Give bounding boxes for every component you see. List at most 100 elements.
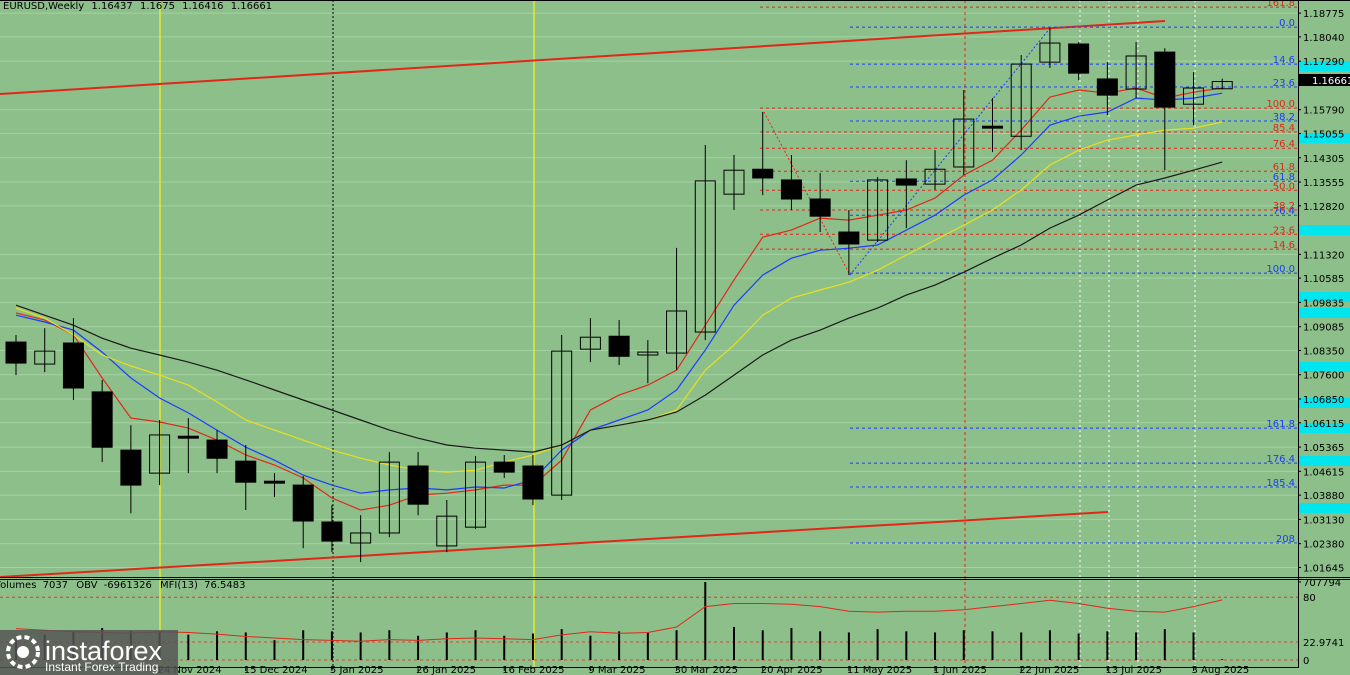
- y-tick-label: 1.17290: [1303, 57, 1344, 68]
- price-box: [1298, 74, 1350, 86]
- y-tick-label: 1.07600: [1303, 371, 1344, 382]
- y-tick-label: 1.09835: [1303, 298, 1344, 309]
- y-tick-label: 1.09085: [1303, 323, 1344, 334]
- indicator-panel: 707794 80 22.9741 0: [0, 578, 1344, 667]
- obv-label: OBV: [76, 580, 97, 591]
- candle-body: [493, 461, 515, 473]
- fib-label: 161.8: [1266, 419, 1295, 430]
- candle-body: [263, 480, 285, 484]
- y-tick-label: 1.13555: [1303, 178, 1344, 189]
- y-tick-label: 1.06850: [1303, 395, 1344, 406]
- candle-body: [694, 180, 716, 333]
- volume-bar: [704, 582, 707, 660]
- volume-bar: [1020, 632, 1023, 660]
- volume-bar: [675, 630, 678, 660]
- candle-body: [723, 169, 745, 195]
- candle-body: [666, 310, 688, 354]
- volume-tick-label: 707794: [1303, 578, 1341, 589]
- fibonacci: 161.8100.085.476.461.850.038.223.614.60.…: [760, 0, 1298, 545]
- chart-title: EURUSD,Weekly: [3, 1, 84, 12]
- candle-body: [378, 461, 400, 534]
- candle-body: [407, 465, 429, 505]
- fib-label: 38.2: [1273, 201, 1295, 212]
- candle-body: [1096, 78, 1118, 96]
- y-tick-label: 1.14305: [1303, 154, 1344, 165]
- candle-body: [1068, 43, 1090, 74]
- x-tick-label: 13 Jul 2025: [1105, 665, 1162, 675]
- fib-label: 185.4: [1266, 478, 1295, 489]
- fib-label: 176.4: [1266, 454, 1295, 465]
- fib-label: 208: [1276, 534, 1295, 545]
- volume-bar: [790, 628, 793, 660]
- candle-body: [321, 521, 343, 542]
- fib-label: 161.8: [1266, 0, 1295, 9]
- fib-label: 100.0: [1266, 264, 1295, 275]
- candle-body: [752, 168, 774, 179]
- candle-body: [62, 342, 84, 389]
- fib-label: 23.6: [1273, 225, 1295, 236]
- x-tick-label: 11 May 2025: [847, 665, 912, 675]
- candle-body: [838, 231, 860, 245]
- volume-bar: [445, 632, 448, 660]
- x-tick-label: 30 Mar 2025: [675, 665, 738, 675]
- candle-body: [953, 118, 975, 168]
- zigzag-line: [849, 26, 1052, 276]
- candle-body: [292, 484, 314, 522]
- candle-body: [981, 125, 1003, 129]
- volume-bar: [733, 626, 735, 660]
- y-tick-label: 1.08350: [1303, 346, 1344, 357]
- y-tick-label: 1.15790: [1303, 106, 1344, 117]
- x-tick-label: 20 Apr 2025: [761, 665, 823, 675]
- obv-value: -6961326: [104, 580, 152, 591]
- candle-body: [34, 350, 56, 365]
- fib-label: 100.0: [1266, 99, 1295, 110]
- volume-bar: [819, 631, 822, 660]
- price-axis: 1.18775 1.18040 1.17290 1.15790 1.15055 1.143…: [1298, 9, 1344, 574]
- volume-bar: [503, 635, 506, 660]
- volume-bar: [905, 631, 908, 660]
- y-tick-label: 1.06115: [1303, 419, 1344, 430]
- mfi-label: MFI(13): [160, 580, 198, 591]
- volume-bar: [474, 630, 477, 660]
- fib-label: 76.4: [1273, 206, 1295, 217]
- candle-body: [5, 341, 27, 364]
- channel-line: [0, 20, 1166, 95]
- header-open: 1.16437: [91, 1, 132, 12]
- candle-body: [206, 439, 228, 459]
- volume-bar: [1192, 632, 1195, 660]
- zigzag-line: [763, 111, 851, 276]
- time-axis: 24 Nov 2024 15 Dec 2024 5 Jan 2025 26 Jan 2…: [158, 665, 1250, 675]
- y-tick-label: 1.18040: [1303, 33, 1344, 44]
- fib-label: 76.4: [1273, 139, 1295, 150]
- candle-body: [867, 179, 889, 241]
- candle-body: [924, 168, 946, 185]
- candle-body: [895, 178, 917, 186]
- volume-bar: [388, 630, 391, 660]
- price-box-label: 1.16661: [1312, 76, 1350, 87]
- fib-label: 85.4: [1273, 123, 1295, 134]
- x-tick-label: 22 Jun 2025: [1019, 665, 1079, 675]
- fib-label: 50.0: [1273, 181, 1295, 192]
- candle-body: [780, 179, 802, 200]
- volume-bar: [560, 629, 563, 660]
- candle-body: [522, 465, 544, 500]
- volume-bar: [1077, 633, 1080, 660]
- volume-bar: [876, 629, 879, 660]
- candle-body: [235, 460, 257, 483]
- chart-header: EURUSD,Weekly 1.16437 1.1675 1.16416 1.1…: [3, 1, 272, 12]
- volume-bar: [962, 630, 965, 660]
- volume-bar: [244, 632, 247, 660]
- candle-body: [1010, 63, 1032, 137]
- fib-label: 0.0: [1279, 18, 1295, 29]
- volume-bar: [761, 630, 764, 660]
- y-tick-label: 1.01645: [1303, 563, 1344, 574]
- x-tick-label: 1 Jun 2025: [933, 665, 987, 675]
- mfi-tick-label: 80: [1303, 593, 1316, 604]
- volume-label: Volumes: [0, 580, 36, 591]
- volume-bar: [359, 632, 362, 660]
- ma-line: [15, 161, 1223, 453]
- volume-bar: [1163, 629, 1166, 660]
- logo-tagline: Instant Forex Trading: [45, 660, 158, 674]
